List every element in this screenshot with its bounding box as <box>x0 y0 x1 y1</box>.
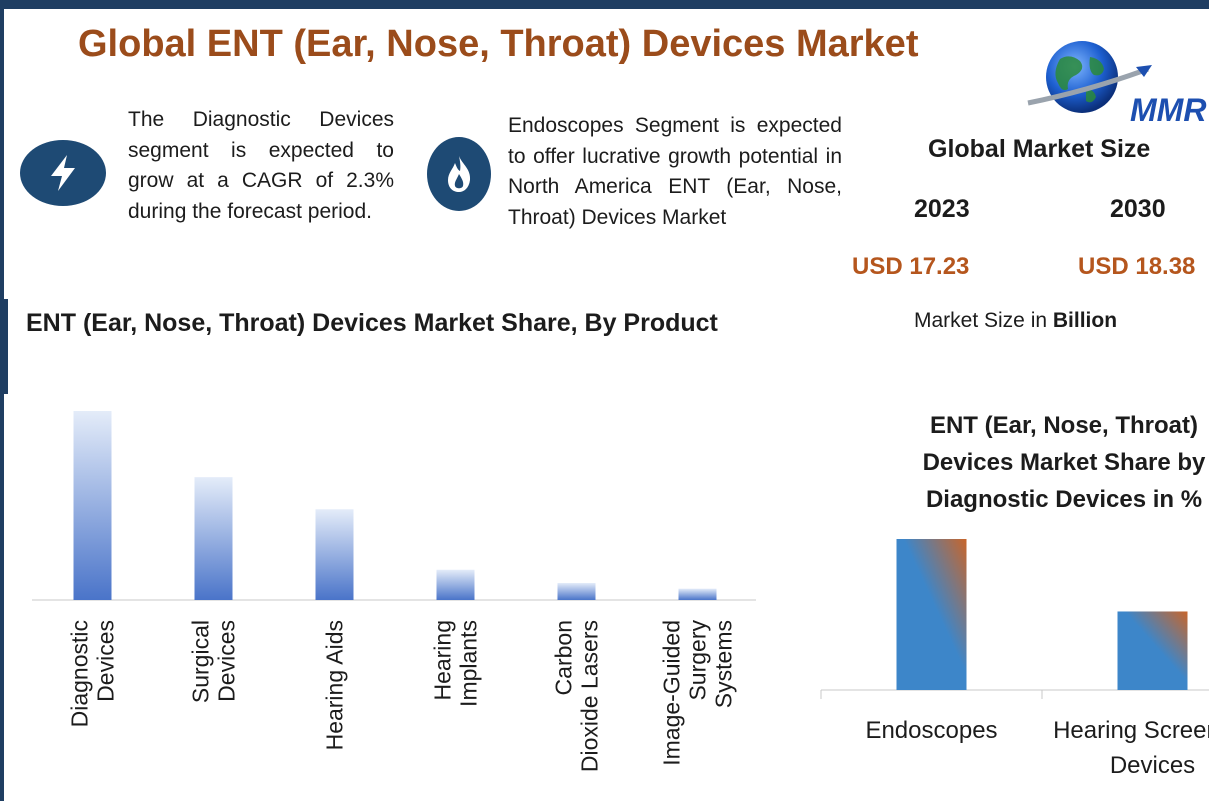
tick-label: Hearing Aids <box>322 620 348 750</box>
year-2030: 2030 <box>1110 195 1166 223</box>
highlight-text: The Diagnostic Devices segment is expect… <box>128 108 394 223</box>
market-size-unit: Market Size in Billion <box>914 309 1117 333</box>
title-line: ENT (Ear, Nose, Throat) <box>929 412 1199 439</box>
tick-label: Carbon <box>551 620 577 695</box>
product-share-chart: Diagnostic Devices Surgical Devices Hearing … <box>32 411 756 772</box>
product-chart-title: ENT (Ear, Nose, Throat) Devices Market S… <box>26 309 718 337</box>
bar-surgical-devices <box>194 477 233 600</box>
bar-carbon-dioxide-lasers <box>557 582 596 600</box>
market-value-2023: USD 17.23 <box>852 253 970 280</box>
tick-label: Image-Guided <box>659 620 685 766</box>
market-size-title: Global Market Size <box>928 135 1151 163</box>
tick-label: Endoscopes <box>865 717 997 744</box>
year-2023: 2023 <box>914 195 970 223</box>
tick-label: Systems <box>711 620 737 708</box>
market-value-2030: USD 18.38 <box>1078 253 1196 280</box>
lightning-icon <box>51 155 75 191</box>
tick-label: Hearing <box>430 620 456 701</box>
tick-label: Devices <box>214 620 240 702</box>
bar-hearing-implants <box>436 569 475 600</box>
bar-hearing-screening-devices <box>1117 611 1188 690</box>
tick-label: Hearing Screening <box>1053 717 1209 744</box>
section-divider <box>4 299 8 394</box>
unit-prefix: Market Size in <box>914 309 1048 332</box>
globe-icon <box>1027 41 1152 113</box>
infographic-canvas: Global ENT (Ear, Nose, Throat) Devices M… <box>4 9 1209 801</box>
diagnostic-chart-title: ENT (Ear, Nose, Throat) Devices Market S… <box>884 407 1209 518</box>
tick-label: Surgical <box>188 620 214 703</box>
company-logo: MMR <box>1027 41 1206 128</box>
bar-hearing-aids <box>315 509 354 600</box>
diagnostic-share-chart: Endoscopes Hearing Screening Devices <box>820 539 1209 779</box>
tick-label: Implants <box>456 620 482 707</box>
bar-endoscopes <box>896 539 967 690</box>
title-line: Devices Market Share by <box>922 449 1206 476</box>
flame-icon <box>448 156 471 192</box>
tick-label: Devices <box>1110 752 1195 779</box>
highlight-icon-badge <box>427 137 491 211</box>
tick-label: Devices <box>93 620 119 702</box>
bar-diagnostic-devices <box>73 411 112 600</box>
unit-bold: Billion <box>1052 309 1118 332</box>
tick-label: Diagnostic <box>67 620 93 727</box>
bar-image-guided-surgery-systems <box>678 588 717 600</box>
highlight-text: Endoscopes Segment is expected to offer … <box>508 114 842 229</box>
tick-label: Surgery <box>685 620 711 701</box>
logo-text: MMR <box>1130 92 1206 128</box>
page-title: Global ENT (Ear, Nose, Throat) Devices M… <box>78 23 919 65</box>
title-line: Diagnostic Devices in % <box>925 486 1203 513</box>
highlight-icon-badge <box>20 140 106 206</box>
tick-label: Dioxide Lasers <box>577 620 603 772</box>
